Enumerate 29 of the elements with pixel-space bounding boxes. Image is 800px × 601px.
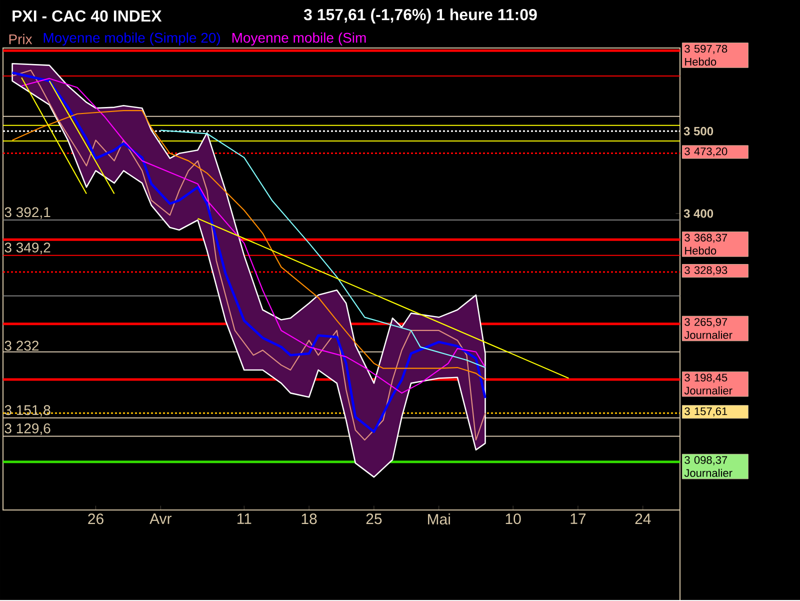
x-tick-label: 11 [237, 514, 252, 524]
x-tick-label: 26 [88, 514, 104, 524]
text: Moyenne mobile (Simple 20) [44, 32, 220, 46]
annotation: 3 151,8 [4, 405, 50, 417]
ref-line-label: 3 265,97 Journalier [684, 318, 732, 340]
x-tick-label: 10 [506, 514, 521, 524]
x-tick-label: Avr [150, 514, 172, 524]
x-tick-label: 17 [570, 514, 586, 524]
y-tick-label: 3 500 [684, 127, 714, 136]
annotation: 3 392,1 [4, 208, 50, 220]
ref-line-label: 3 328,93 [684, 266, 728, 276]
annotation: 3 232 [4, 341, 39, 351]
ref-line-label: 3 597,78 Hebdo [684, 45, 728, 66]
text: Moyenne mobile (Sim [232, 32, 366, 46]
ref-line-label: 3 157,61 [684, 408, 728, 417]
x-tick-label: 18 [302, 514, 317, 524]
ref-line-label: 3 198,45 Journalier [684, 374, 732, 395]
ref-line-label: 3 098,37 Journalier [684, 456, 732, 478]
x-tick-label: Mai [428, 514, 450, 525]
x-tick-label: 25 [366, 514, 382, 524]
series-label: Prix [9, 34, 32, 44]
chart-subtitle: 3 157,61 (-1,76%) 1 heure 11:09 [304, 8, 537, 24]
annotation: 3 129,6 [4, 424, 50, 436]
y-tick-label: 3 400 [684, 210, 714, 218]
chart-title: PXI - CAC 40 INDEX [12, 10, 162, 22]
x-tick-label: 24 [635, 514, 651, 524]
annotation: 3 349,2 [4, 242, 50, 254]
ref-line-label: 3 473,20 [684, 148, 728, 157]
ref-line-label: 3 368,37 Hebdo [684, 234, 728, 255]
